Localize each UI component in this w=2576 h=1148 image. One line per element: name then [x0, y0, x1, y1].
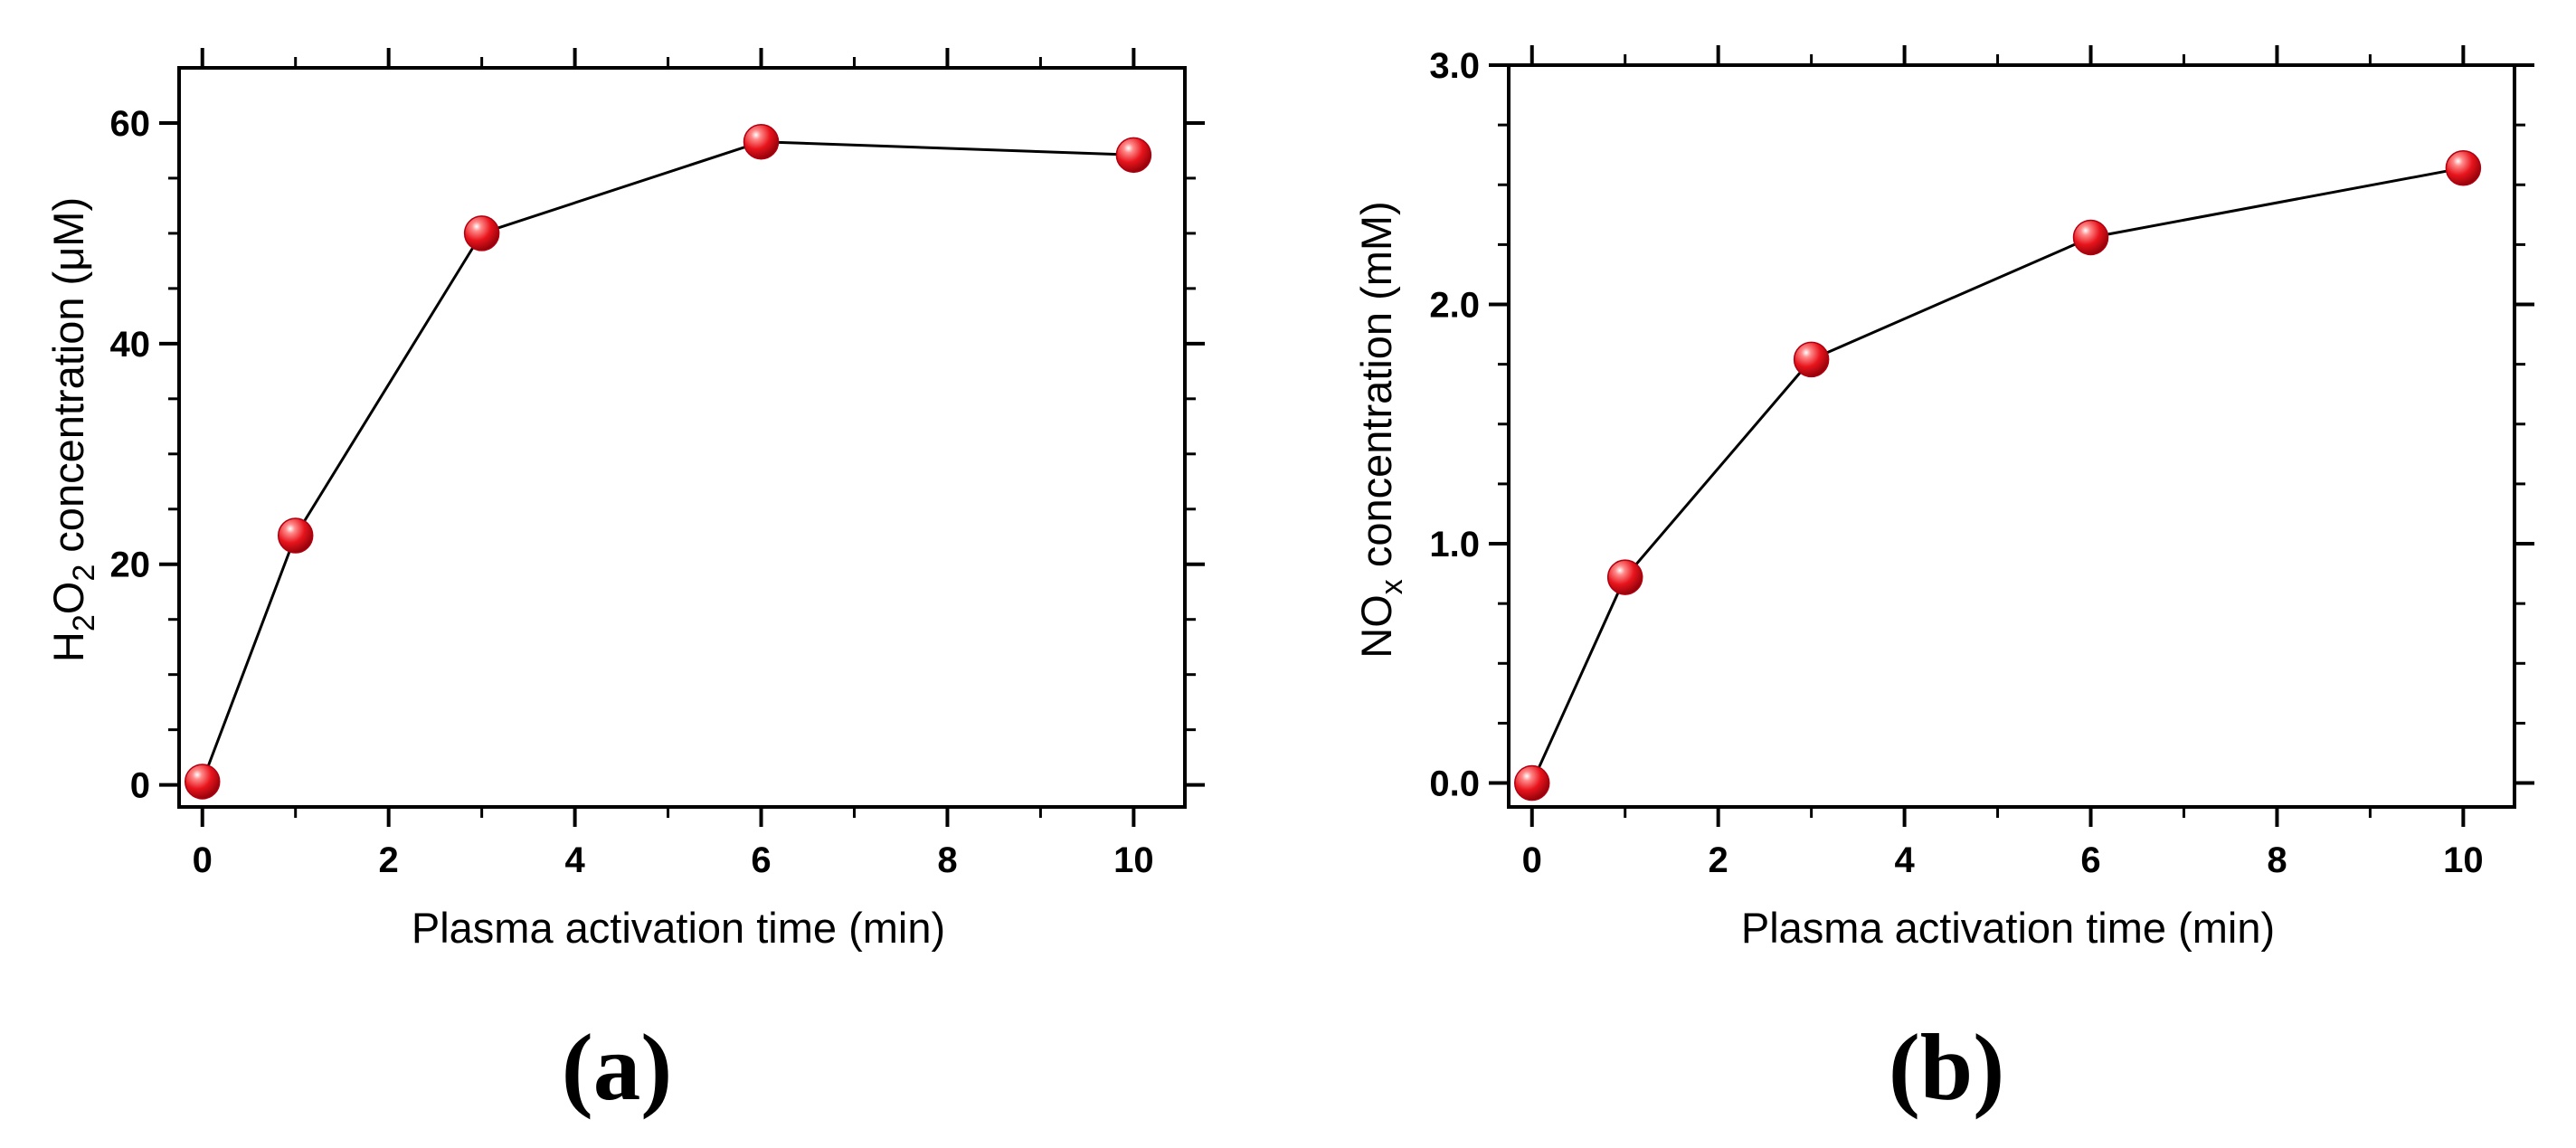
- panel-b-y-tick-label: 1.0: [1429, 525, 1480, 565]
- panel-a-label: (a): [562, 1014, 672, 1120]
- panel-b-x-tick-label: 10: [2443, 840, 2484, 880]
- panel-a-data-point: [1115, 137, 1152, 174]
- panel-b-data-point: [2072, 219, 2109, 256]
- panel-a-ylabel-sub2: 2: [67, 565, 101, 582]
- panel-b-y-axis-label: NOx concentration (mM): [1352, 201, 1409, 658]
- panel-b-y-tick-label: 3.0: [1429, 46, 1480, 86]
- panel-a-y-axis-label: H2O2 concentration (μM): [44, 197, 101, 662]
- panel-a-ylabel-unit: M): [44, 197, 92, 247]
- panel-a-x-tick-label: 8: [937, 840, 957, 880]
- panel-a-x-tick-label: 2: [379, 840, 399, 880]
- panel-b-x-tick-label: 2: [1709, 840, 1728, 880]
- panel-a-x-tick-label: 0: [193, 840, 213, 880]
- panel-b-data-point: [1606, 559, 1643, 595]
- panel-a-data-point: [463, 215, 500, 251]
- panel-a-y-tick-label: 0: [130, 766, 150, 806]
- panel-a-ylabel-mu: μ: [44, 247, 92, 271]
- panel-b-ylabel-sub: x: [1375, 579, 1409, 594]
- panel-a-series-line: [201, 140, 1134, 783]
- panel-a-y-tick-label: 40: [110, 325, 151, 365]
- panel-a-x-axis-label: Plasma activation time (min): [412, 904, 945, 952]
- panel-a-marks: 0 2 4 6 8 10 0 20 40 60: [110, 48, 1205, 880]
- panel-b-x-axis-label: Plasma activation time (min): [1741, 904, 2275, 952]
- panel-a-ylabel-o: O: [44, 582, 92, 615]
- chart-panel-a: 0 2 4 6 8 10 0 20 40 60 Plasma activation time (m…: [44, 48, 1205, 1120]
- panel-b-ylabel-rest: concentration (mM): [1352, 201, 1400, 579]
- panel-a-x-tick-label: 4: [564, 840, 585, 880]
- panel-a-data-point: [743, 123, 780, 160]
- panel-b-data-point: [1793, 341, 1830, 378]
- panel-b-y-tick-label: 0.0: [1429, 764, 1480, 804]
- panel-b-x-tick-label: 0: [1522, 840, 1542, 880]
- panel-b-series-line: [1530, 166, 2464, 784]
- panel-b-x-tick-label: 6: [2080, 840, 2100, 880]
- panel-a-ylabel-h: H: [44, 631, 92, 662]
- panel-b-label: (b): [1889, 1014, 2004, 1120]
- panel-b-x-tick-label: 8: [2267, 840, 2287, 880]
- panel-b-marks: 0 2 4 6 8 10 0.0 1.0 2.0 3.0: [1429, 45, 2534, 880]
- panel-a-x-tick-label: 6: [751, 840, 771, 880]
- panel-b-y-tick-label: 2.0: [1429, 286, 1480, 326]
- panel-b-data-point: [2445, 149, 2482, 186]
- panel-a-ylabel-rest: concentration (: [44, 270, 92, 564]
- panel-a-x-tick-label: 10: [1113, 840, 1154, 880]
- panel-a-ylabel-sub1: 2: [67, 614, 101, 631]
- panel-a-data-point: [184, 764, 221, 800]
- panel-a-plot-frame: [177, 66, 1187, 809]
- chart-panel-b: 0 2 4 6 8 10 0.0 1.0 2.0 3.0 Plasma activation ti…: [1352, 45, 2534, 1120]
- panel-a-y-tick-label: 20: [110, 546, 151, 585]
- panel-b-x-tick-label: 4: [1894, 840, 1915, 880]
- panel-b-plot-frame: [1507, 63, 2516, 809]
- panel-b-data-point: [1513, 764, 1550, 802]
- panel-a-y-tick-label: 60: [110, 104, 151, 144]
- panel-a-data-point: [277, 517, 314, 554]
- panel-b-ylabel-no: NO: [1352, 594, 1400, 659]
